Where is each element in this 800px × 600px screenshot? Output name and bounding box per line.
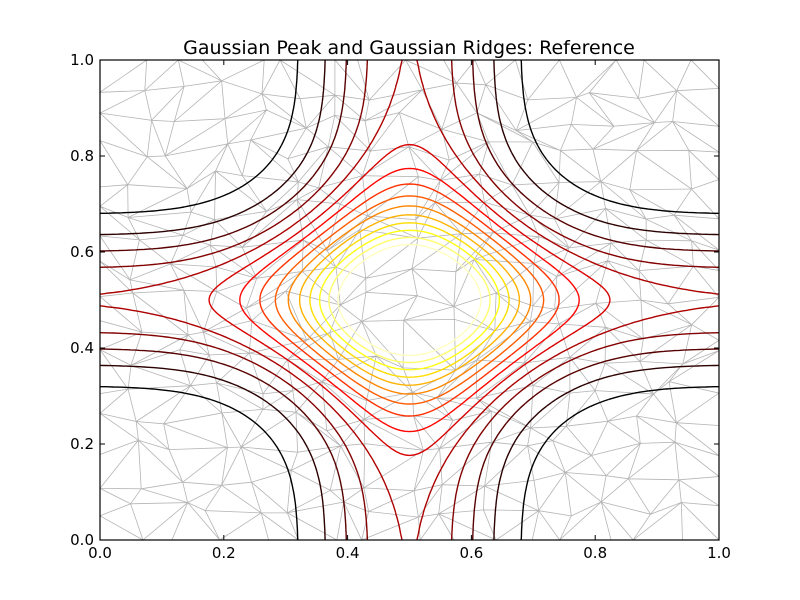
- mesh-edges: [98, 58, 721, 542]
- y-tick-label: 0.2: [70, 435, 94, 453]
- x-tick-label: 0.8: [583, 544, 607, 562]
- contour-line: [99, 59, 720, 541]
- y-tick-label: 0.0: [70, 531, 94, 549]
- y-tick-label: 0.4: [70, 339, 94, 357]
- contour-line: [259, 183, 560, 417]
- contour-line: [318, 229, 501, 371]
- x-tick-label: 1.0: [707, 544, 731, 562]
- contour-line: [309, 222, 510, 378]
- contour-line: [239, 167, 580, 433]
- contour-line: [274, 195, 545, 405]
- x-axis: 0.0 0.2 0.4 0.6 0.8 1.0: [88, 60, 731, 562]
- y-tick-label: 0.8: [70, 147, 94, 165]
- contour-line: [337, 243, 482, 357]
- triangulation-mesh: [98, 58, 721, 542]
- contour-line: [208, 143, 611, 457]
- contour-line: [100, 59, 719, 541]
- chart-title: Gaussian Peak and Gaussian Ridges: Refer…: [183, 37, 635, 59]
- contour-line: [99, 59, 720, 541]
- y-axis: 0.0 0.2 0.4 0.6 0.8 1.0: [70, 51, 719, 549]
- axes-frame: [99, 59, 720, 541]
- x-tick-label: 0.6: [459, 544, 483, 562]
- contour-line: [328, 236, 491, 364]
- y-tick-label: 1.0: [70, 51, 94, 69]
- x-tick-label: 0.2: [212, 544, 236, 562]
- contour-line: [99, 59, 720, 541]
- contour-line: [298, 214, 521, 386]
- contour-lines: [99, 59, 720, 541]
- y-tick-label: 0.6: [70, 243, 94, 261]
- contour-line: [99, 59, 720, 541]
- x-tick-label: 0.4: [336, 544, 360, 562]
- x-tick-label: 0.0: [88, 544, 112, 562]
- contour-line: [287, 205, 532, 395]
- plot-area: [98, 58, 721, 542]
